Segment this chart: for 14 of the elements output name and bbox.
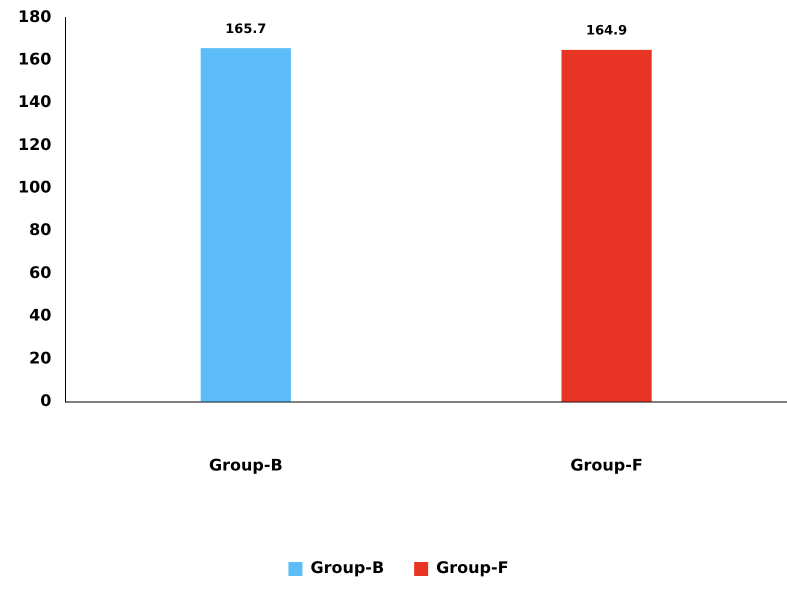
data-label: 164.9 xyxy=(586,24,628,39)
y-tick-label: 60 xyxy=(29,262,52,282)
y-tick-label: 80 xyxy=(29,220,52,240)
y-tick-label: 20 xyxy=(29,348,52,368)
y-tick-label: 180 xyxy=(18,6,52,26)
y-tick-label: 0 xyxy=(40,390,52,410)
y-tick-label: 140 xyxy=(18,92,52,112)
y-tick-label: 100 xyxy=(18,178,52,197)
legend-label: Group-F xyxy=(436,558,509,578)
y-tick-label: 120 xyxy=(18,134,52,154)
y-tick-label: 160 xyxy=(18,49,52,68)
legend-label: Group-B xyxy=(310,558,384,578)
y-tick-label: 40 xyxy=(29,306,52,325)
data-label: 165.7 xyxy=(225,22,266,37)
